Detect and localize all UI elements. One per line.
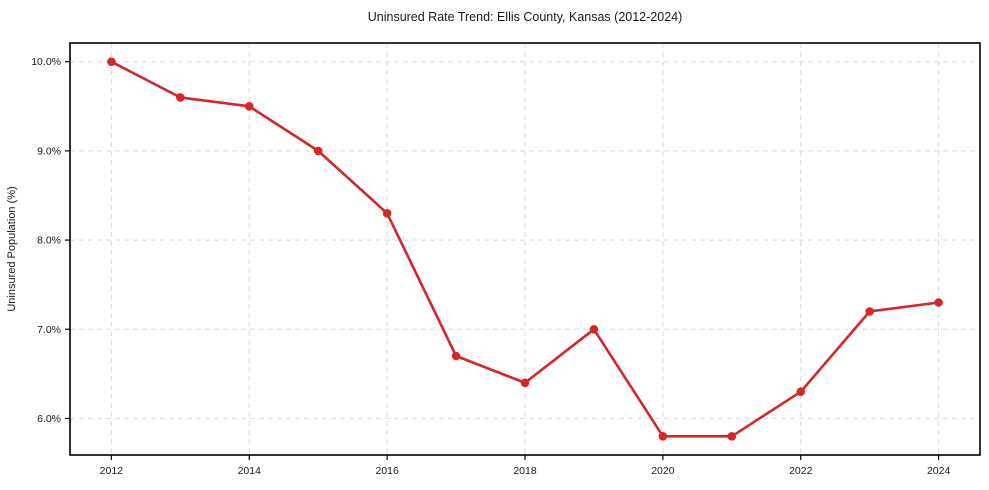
grid-lines [70, 43, 980, 455]
data-point [176, 93, 185, 102]
data-point [244, 102, 254, 111]
x-tick-label: 2024 [927, 465, 951, 477]
x-tick-label: 2016 [375, 465, 399, 477]
y-tick-label: 6.0% [37, 413, 61, 425]
axes: 2012 2014 2016 2018 2020 2022 2024 6.0% 7.0% 8.0%… [31, 42, 981, 477]
y-tick-label: 9.0% [37, 145, 61, 157]
y-tick-label: 10.0% [31, 56, 61, 68]
y-tick-label: 7.0% [37, 324, 61, 336]
x-tick-label: 2012 [100, 465, 124, 477]
data-point [382, 209, 392, 218]
x-tick-label: 2022 [789, 465, 813, 477]
data-point [313, 146, 323, 156]
x-tick-label: 2020 [651, 465, 675, 477]
data-point [796, 387, 806, 397]
data-point [865, 307, 874, 316]
y-axis-label: Uninsured Population (%) [6, 186, 18, 311]
x-tick-label: 2014 [238, 465, 262, 477]
data-point [589, 325, 599, 334]
plot-border [69, 42, 981, 456]
data-point [727, 432, 737, 441]
x-tick-label: 2018 [513, 465, 537, 477]
data-point [107, 57, 116, 66]
data-point [520, 378, 530, 388]
chart-title: Uninsured Rate Trend: Ellis County, Kans… [368, 10, 683, 24]
data-point [451, 351, 461, 361]
y-tick-label: 8.0% [37, 235, 61, 247]
data-point [934, 298, 943, 307]
data-series [107, 57, 943, 441]
data-point [658, 432, 668, 441]
